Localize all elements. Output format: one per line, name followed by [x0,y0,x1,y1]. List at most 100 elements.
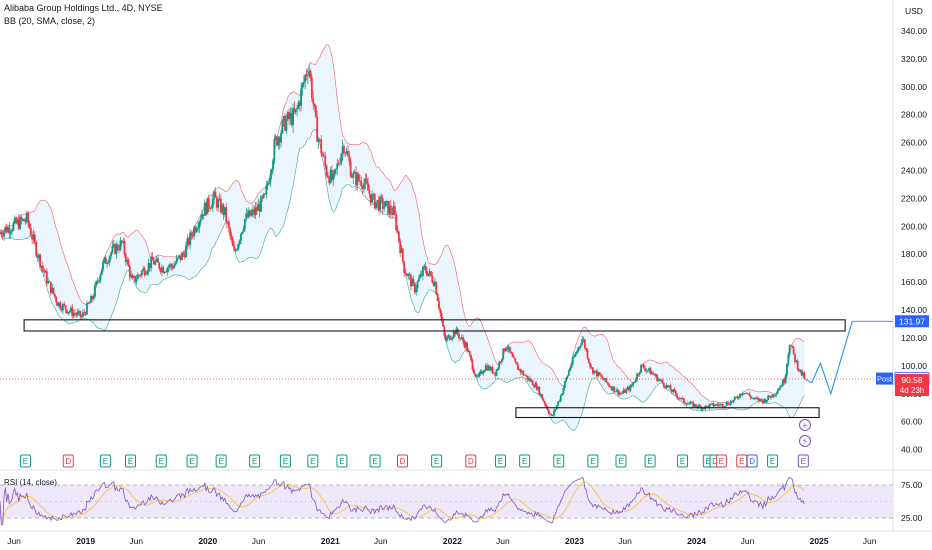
candle-body [365,178,368,184]
earnings-marker[interactable] [615,454,627,468]
earnings-marker[interactable] [155,454,167,468]
dividend-marker[interactable] [746,454,758,468]
candle-body [199,219,202,222]
earnings-marker[interactable] [249,454,261,468]
candle-body [670,390,673,393]
candle-body [650,372,653,375]
price-tick-label: 100.00 [901,361,927,371]
candle-body [222,204,225,215]
candle-body [800,369,803,376]
earnings-marker[interactable] [99,454,111,468]
candle-body [329,169,332,184]
candle-body [601,376,604,379]
event-marker-letter: E [372,457,377,466]
dividend-marker[interactable] [62,454,74,468]
candle-body [254,207,257,215]
candle-body [237,244,240,250]
support-resistance-zone[interactable] [515,407,820,419]
event-marker-letter: E [739,457,744,466]
candle-body [480,371,483,374]
price-tick-label: 320.00 [901,54,927,64]
earnings-marker[interactable] [124,454,136,468]
candle-body [475,375,478,377]
candle-body [274,136,277,140]
time-tick-label: 2024 [687,536,706,546]
candle-body [387,201,390,215]
candle-body [332,173,335,180]
candle-body [693,404,696,408]
candle-body [344,152,347,154]
candle-body [44,271,47,273]
candle-body [776,390,779,394]
event-marker-letter: E [159,457,164,466]
candle-body [451,337,454,339]
candle-body [725,402,728,406]
candle-body [257,204,260,211]
candle-body [134,275,137,282]
candle-body [114,244,116,255]
candle-body [466,342,468,352]
candle-body [404,272,407,274]
earnings-marker[interactable] [369,454,381,468]
candle-body [308,70,311,75]
earnings-marker[interactable] [677,454,689,468]
earnings-marker[interactable] [431,454,443,468]
earnings-marker[interactable] [495,454,507,468]
event-marker-letter: E [103,457,108,466]
candle-body [201,214,203,220]
candle-body [525,375,527,377]
candle-body [691,401,693,403]
candle-body [138,274,141,276]
time-tick-label: Jun [252,536,266,546]
candle-body [526,375,529,380]
candle-body [695,404,697,407]
candle-body [487,366,490,371]
earnings-marker[interactable] [215,454,227,468]
projection-path[interactable] [804,321,853,396]
lightning-icon[interactable] [799,435,812,447]
candle-body [630,385,633,387]
candle-body [587,358,590,363]
earnings-marker[interactable] [644,454,656,468]
candle-body [167,267,170,269]
post-tag-label: Post [877,375,893,384]
rsi-tick-label: 75.00 [901,480,923,490]
candle-body [798,369,800,372]
earnings-marker[interactable] [307,454,319,468]
candle-body [709,403,712,405]
earnings-marker[interactable] [767,454,779,468]
earnings-marker[interactable] [553,454,565,468]
candle-body [396,229,399,232]
dividend-marker[interactable] [465,454,477,468]
candle-body [688,403,691,405]
upcoming-event-icon[interactable] [799,419,812,431]
earnings-marker[interactable] [19,454,31,468]
candle-body [755,397,758,399]
earnings-marker[interactable] [336,454,348,468]
candle-body [213,191,216,199]
candle-body [743,393,746,395]
candle-body [561,393,563,396]
candle-body [574,353,577,357]
candle-body [153,260,155,265]
earnings-marker[interactable] [279,454,291,468]
earnings-marker[interactable] [797,454,809,468]
earnings-marker[interactable] [186,454,198,468]
event-marker-letter: E [189,457,194,466]
candle-body [250,212,253,216]
dividend-marker[interactable] [397,454,409,468]
candle-body [95,281,98,285]
candle-body [768,395,771,398]
candle-body [634,379,637,382]
candle-body [48,281,51,283]
candle-body [783,379,786,384]
candle-body [685,403,688,405]
earnings-marker[interactable] [519,454,531,468]
candle-body [377,199,380,211]
support-resistance-zone[interactable] [23,319,846,332]
earnings-marker[interactable] [715,454,727,468]
candle-body [490,367,493,371]
price-tick-label: 40.00 [901,445,923,455]
earnings-marker[interactable] [587,454,599,468]
